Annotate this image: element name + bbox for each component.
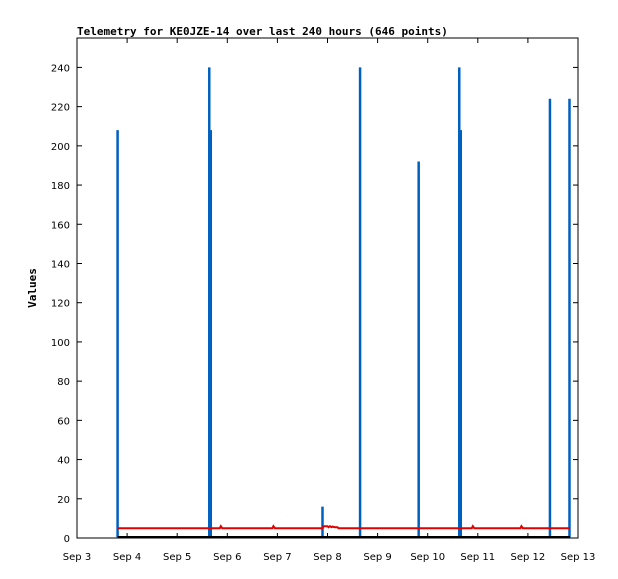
y-tick-label: 160 [51, 220, 70, 231]
y-tick-label: 220 [51, 103, 70, 114]
y-tick-label: 40 [57, 456, 70, 467]
x-tick-label: Sep 8 [313, 552, 341, 563]
x-tick-label: Sep 4 [113, 552, 141, 563]
plot-frame [76, 37, 579, 539]
x-axis: Sep 3 Sep 4 Sep 5 Sep 6 Sep 7 Sep 8 Sep 9 Sep 1… [63, 38, 596, 563]
series-layer [116, 67, 571, 538]
x-tick-label: Sep 12 [511, 552, 546, 563]
x-tick-label: Sep 11 [460, 552, 495, 563]
x-tick-label: Sep 3 [63, 552, 91, 563]
series-line [117, 524, 570, 530]
y-tick-label: 80 [57, 377, 70, 388]
y-tick-label: 240 [51, 63, 70, 74]
y-tick-label: 60 [57, 416, 70, 427]
x-tick-label: Sep 7 [263, 552, 291, 563]
y-tick-label: 140 [51, 259, 70, 270]
y-tick-label: 180 [51, 181, 70, 192]
y-tick-label: 20 [57, 495, 70, 506]
chart-title: Telemetry for KE0JZE-14 over last 240 ho… [77, 25, 448, 38]
x-tick-label: Sep 9 [363, 552, 391, 563]
y-axis-label: Values [26, 268, 39, 308]
x-tick-label: Sep 5 [163, 552, 191, 563]
y-tick-label: 0 [64, 534, 70, 545]
y-tick-label: 200 [51, 142, 70, 153]
x-tick-label: Sep 10 [410, 552, 445, 563]
y-tick-label: 120 [51, 299, 70, 310]
y-axis: 0 20 40 60 80 100 120 140 160 180 200 220 240 [51, 63, 578, 545]
y-tick-label: 100 [51, 338, 70, 349]
x-tick-label: Sep 6 [213, 552, 241, 563]
x-tick-label: Sep 13 [561, 552, 596, 563]
